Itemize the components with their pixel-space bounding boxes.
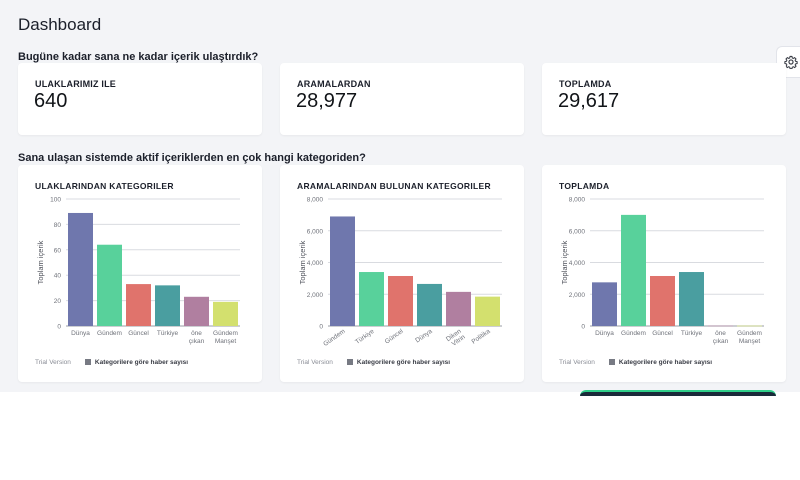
bar[interactable] [446, 291, 471, 326]
y-tick-label: 4,000 [569, 260, 586, 267]
section-title-reach: Bugüne kadar sana ne kadar içerik ulaştı… [18, 51, 259, 63]
y-tick-label: 8,000 [569, 197, 586, 204]
y-axis-title: Toplam içerik [36, 240, 45, 284]
y-tick-label: 0 [57, 324, 61, 331]
chart-footer: Trial Version Kategorilere göre haber sa… [35, 356, 188, 368]
bar[interactable] [330, 216, 355, 326]
chart-title: ULAKLARINDAN KATEGORILER [35, 181, 174, 191]
y-tick-label: 100 [50, 197, 61, 204]
y-tick-label: 80 [54, 222, 62, 229]
y-tick-label: 0 [319, 324, 323, 331]
x-tick-label: DikenVitrin [445, 328, 467, 349]
stat-value: 28,977 [296, 90, 358, 112]
x-tick-label: öne çıkan [713, 330, 729, 345]
bar-chart-toplam: 0 2,000 4,000 6,000 8,000 Toplam içerik Dünya G… [560, 197, 764, 345]
x-tick-label: Dünya [71, 330, 90, 337]
x-tick-label: Gündem [322, 328, 346, 348]
stat-card-aramalar: ARAMALARDAN 28,977 [280, 63, 524, 135]
y-tick-label: 6,000 [307, 228, 324, 235]
legend-label[interactable]: Kategorilere göre haber sayısı [356, 358, 451, 366]
x-tick-label: Türkiye [354, 328, 376, 346]
section-title-categories: Sana ulaşan sistemde aktif içeriklerden … [18, 152, 366, 164]
y-tick-label: 20 [54, 298, 62, 305]
trial-version-label: Trial Version [35, 358, 71, 366]
stat-card-toplam: TOPLAMDA 29,617 [542, 63, 786, 135]
bar[interactable] [679, 272, 704, 326]
x-tick-label: Güncel [128, 330, 149, 337]
bottom-floating-bar[interactable] [580, 390, 776, 396]
gear-icon [783, 55, 798, 69]
legend-swatch [608, 359, 615, 365]
trial-version-label: Trial Version [559, 358, 595, 366]
bar[interactable] [708, 325, 733, 327]
chart-footer: Trial Version Kategorilere göre haber sa… [559, 356, 712, 368]
y-tick-label: 2,000 [307, 292, 324, 299]
stat-value: 640 [34, 90, 68, 112]
x-tick-label: Gündem Manşet [737, 330, 762, 345]
y-tick-label: 8,000 [307, 197, 324, 204]
trial-version-label: Trial Version [297, 358, 333, 366]
stat-label: ULAKLARIMIZ ILE [35, 79, 116, 89]
bar[interactable] [388, 275, 413, 326]
dashboard-page: Dashboard Bugüne kadar sana ne kadar içe… [0, 0, 800, 392]
bar-chart-ulaklar: 0 20 40 60 80 100 Toplam içerik Dünya Gündem Günc… [36, 197, 240, 345]
bar[interactable] [359, 272, 384, 326]
y-tick-label: 40 [54, 273, 62, 280]
x-tick-label: öne çıkan [189, 330, 205, 345]
bar-chart-aramalar: 0 2,000 4,000 6,000 8,000 Toplam içerik Gündem… [298, 197, 502, 349]
chart-title: TOPLAMDA [559, 181, 610, 191]
chart-card-aramalar: ARAMALARINDAN BULUNAN KATEGORILER 0 2,000… [280, 165, 524, 382]
bar[interactable] [475, 296, 500, 326]
bar[interactable] [621, 214, 646, 326]
bar[interactable] [592, 282, 617, 326]
legend-swatch [346, 359, 353, 365]
x-tick-label: Gündem [621, 330, 646, 337]
y-tick-label: 0 [581, 324, 585, 331]
chart-footer: Trial Version Kategorilere göre haber sa… [297, 356, 450, 368]
chart-card-ulaklar: ULAKLARINDAN KATEGORILER 0 20 40 60 80 100 Top… [18, 165, 262, 382]
y-axis-title: Toplam içerik [560, 240, 569, 284]
bar[interactable] [737, 325, 762, 327]
bar[interactable] [184, 296, 209, 326]
y-tick-label: 6,000 [569, 228, 586, 235]
legend-label[interactable]: Kategorilere göre haber sayısı [94, 358, 189, 366]
stat-label: ARAMALARDAN [297, 79, 371, 89]
x-tick-label: Politika [470, 328, 491, 346]
chart-title: ARAMALARINDAN BULUNAN KATEGORILER [297, 181, 491, 191]
x-tick-label: Gündem Manşet [213, 330, 238, 345]
bar[interactable] [126, 284, 151, 326]
stat-value: 29,617 [558, 90, 620, 112]
x-tick-label: Türkiye [157, 330, 179, 337]
x-tick-label: Dünya [414, 328, 434, 345]
bar[interactable] [68, 212, 93, 326]
y-axis-title: Toplam içerik [298, 240, 307, 284]
y-tick-label: 4,000 [307, 260, 324, 267]
x-tick-label: Türkiye [681, 330, 703, 337]
x-tick-label: Gündem [97, 330, 122, 337]
legend-swatch [84, 359, 91, 365]
y-tick-label: 2,000 [569, 292, 586, 299]
bar[interactable] [650, 275, 675, 326]
bar[interactable] [155, 285, 180, 326]
page-title: Dashboard [18, 15, 102, 34]
stat-card-ulaklar: ULAKLARIMIZ ILE 640 [18, 63, 262, 135]
y-tick-label: 60 [54, 247, 62, 254]
bar[interactable] [97, 244, 122, 326]
bar[interactable] [417, 283, 442, 326]
x-tick-label: Dünya [595, 330, 614, 337]
x-tick-label: Güncel [652, 330, 673, 337]
bar[interactable] [213, 301, 238, 326]
stat-label: TOPLAMDA [559, 79, 612, 89]
chart-card-toplam: TOPLAMDA 0 2,000 4,000 6,000 8,000 Toplam içe… [542, 165, 786, 382]
x-tick-label: Güncel [384, 328, 405, 346]
legend-label[interactable]: Kategorilere göre haber sayısı [618, 358, 713, 366]
